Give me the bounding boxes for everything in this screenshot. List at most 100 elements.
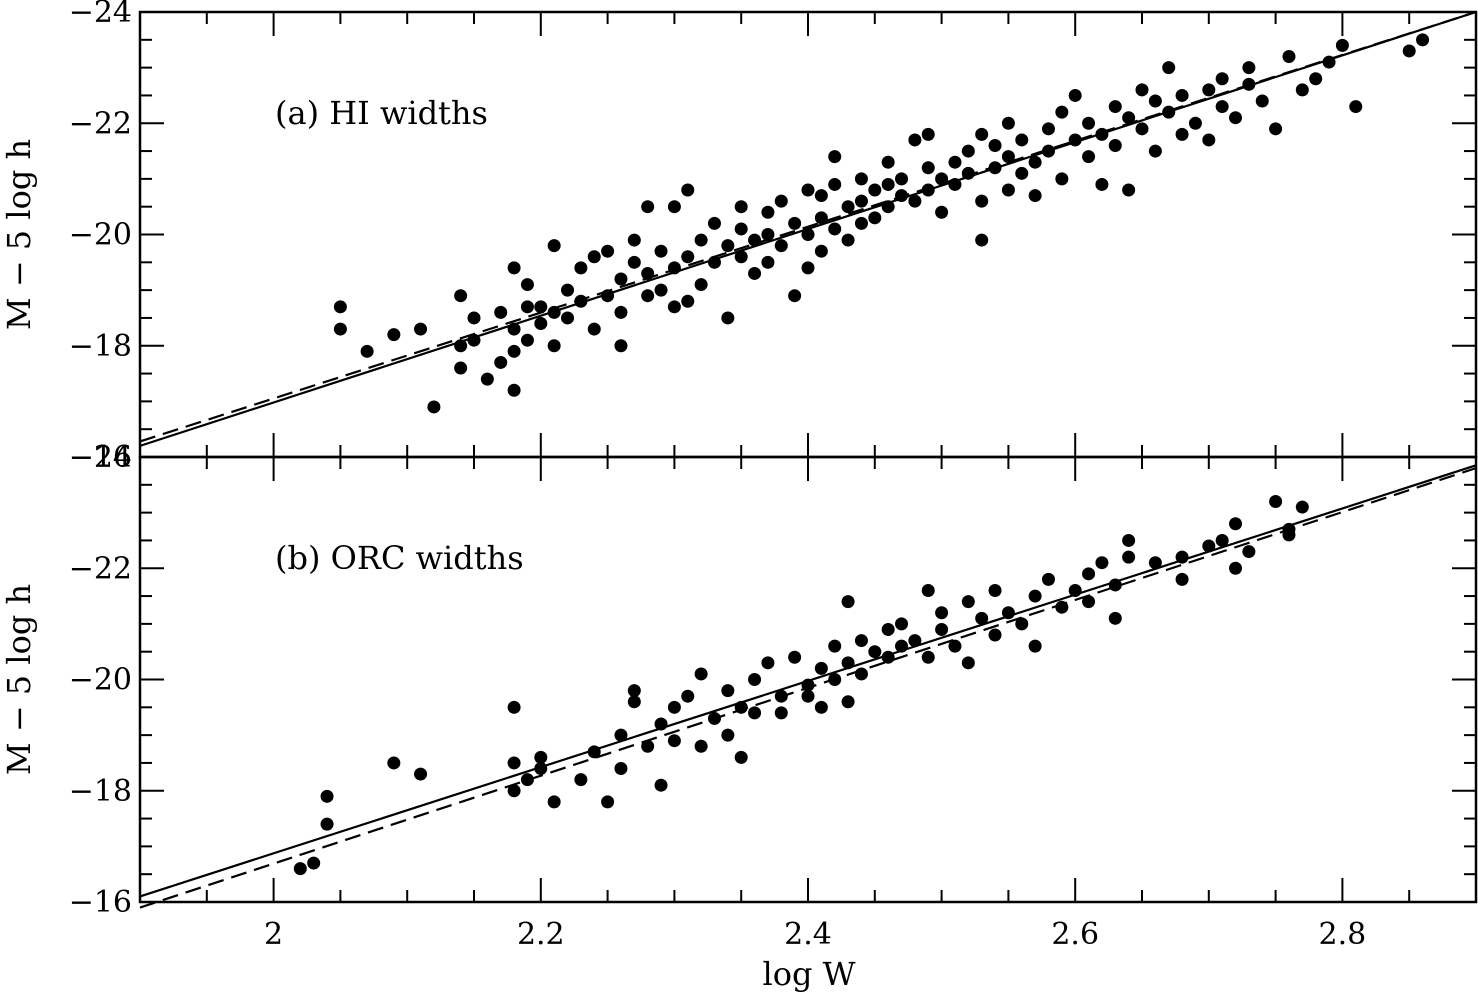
- data-point: [988, 628, 1002, 642]
- data-point: [1095, 556, 1109, 570]
- data-point: [641, 266, 655, 280]
- data-point: [935, 205, 949, 219]
- data-point: [895, 189, 909, 203]
- data-point: [868, 211, 882, 225]
- data-point: [1108, 139, 1122, 152]
- data-point: [1108, 578, 1122, 592]
- data-point: [975, 127, 989, 141]
- data-point: [788, 289, 802, 303]
- data-point: [1041, 144, 1055, 158]
- data-point: [561, 311, 575, 325]
- data-point: [814, 189, 828, 203]
- data-point: [1282, 528, 1296, 542]
- data-point: [1295, 500, 1309, 514]
- data-point: [427, 400, 441, 414]
- data-point: [828, 177, 842, 191]
- data-point: [507, 700, 521, 714]
- data-point: [1255, 94, 1269, 108]
- data-point: [921, 127, 935, 141]
- data-point: [921, 650, 935, 664]
- data-point: [988, 161, 1002, 175]
- data-point: [587, 250, 601, 264]
- data-point: [761, 656, 775, 670]
- data-point: [547, 305, 561, 319]
- data-point: [601, 795, 615, 809]
- data-point: [520, 278, 534, 292]
- data-point: [574, 261, 588, 275]
- data-point: [507, 756, 521, 770]
- data-point: [1175, 88, 1189, 102]
- data-point: [1108, 611, 1122, 625]
- data-point: [1202, 539, 1216, 553]
- data-point: [467, 311, 481, 325]
- data-point: [547, 339, 561, 353]
- data-point: [721, 684, 735, 698]
- data-point: [868, 183, 882, 197]
- data-point: [788, 216, 802, 230]
- data-point: [814, 700, 828, 714]
- data-point: [1001, 116, 1015, 130]
- data-point: [895, 172, 909, 186]
- data-point: [854, 216, 868, 230]
- y-axis-title: M − 5 log h: [0, 139, 38, 330]
- data-point: [841, 656, 855, 670]
- data-point: [614, 272, 628, 286]
- data-point: [935, 622, 949, 636]
- data-point: [534, 300, 548, 314]
- data-point: [627, 684, 641, 698]
- data-point: [627, 695, 641, 709]
- data-point: [574, 294, 588, 308]
- data-point: [534, 750, 548, 764]
- data-point: [1122, 533, 1136, 547]
- data-point: [734, 200, 748, 214]
- data-point: [774, 706, 788, 720]
- x-tick-label: 2.6: [1051, 917, 1099, 952]
- data-point: [601, 289, 615, 303]
- data-point: [814, 244, 828, 258]
- data-point: [414, 767, 428, 781]
- data-point: [333, 322, 347, 336]
- data-point: [614, 305, 628, 319]
- data-point: [654, 778, 668, 792]
- data-point: [601, 244, 615, 258]
- data-point: [1242, 77, 1256, 91]
- data-point: [801, 689, 815, 703]
- data-point: [881, 177, 895, 191]
- data-point: [948, 155, 962, 169]
- data-point: [854, 194, 868, 208]
- data-point: [360, 344, 374, 358]
- data-point: [654, 717, 668, 731]
- data-point: [1055, 172, 1069, 186]
- data-point: [547, 795, 561, 809]
- data-point: [748, 266, 762, 280]
- data-point: [561, 283, 575, 297]
- data-point: [761, 205, 775, 219]
- data-point: [694, 278, 708, 292]
- data-point: [587, 745, 601, 759]
- data-point: [788, 650, 802, 664]
- data-point: [1082, 595, 1096, 609]
- data-point: [1175, 550, 1189, 564]
- data-point: [801, 228, 815, 241]
- data-point: [761, 228, 775, 241]
- data-point: [587, 322, 601, 336]
- y-tick-label: −16: [69, 885, 132, 920]
- data-point: [828, 639, 842, 653]
- x-axis-title: log W: [762, 955, 855, 993]
- data-point: [1001, 606, 1015, 620]
- data-point: [507, 261, 521, 275]
- data-point: [748, 673, 762, 686]
- data-point: [654, 283, 668, 297]
- data-point: [520, 333, 534, 347]
- data-point: [1148, 556, 1162, 570]
- data-point: [1242, 545, 1256, 559]
- data-point: [534, 762, 548, 775]
- data-point: [881, 155, 895, 169]
- data-point: [1055, 600, 1069, 614]
- data-point: [333, 300, 347, 314]
- data-point: [320, 789, 334, 803]
- data-point: [801, 678, 815, 692]
- data-point: [454, 289, 468, 303]
- data-point: [694, 233, 708, 247]
- data-point: [1095, 177, 1109, 191]
